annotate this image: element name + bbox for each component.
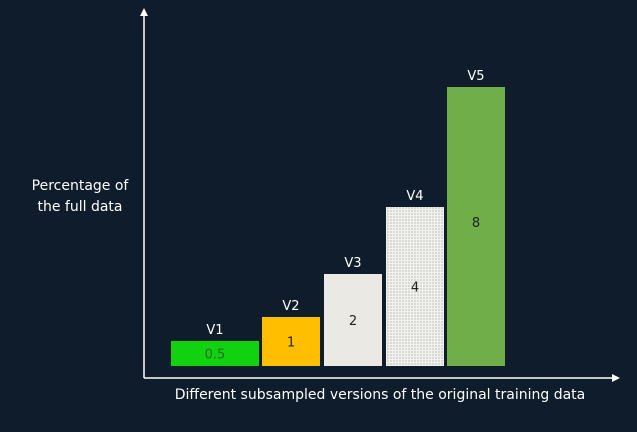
y-axis-arrow-icon [140,8,148,16]
bars: V1 0.5 V2 1 V3 2 V4 4 V5 8 [171,69,505,366]
bar-v1 [171,341,259,366]
value-label-v2: 1 [287,336,295,351]
bar-v4 [386,207,444,366]
value-label-v5: 8 [472,216,480,231]
axes [140,8,620,382]
y-axis-label-line-1: Percentage of [31,178,129,194]
category-label-v4: V4 [406,189,423,204]
category-label-v3: V3 [344,256,361,271]
category-label-v2: V2 [282,299,299,314]
x-axis-label: Different subsampled versions of the ori… [174,387,586,403]
bar-v2 [262,317,320,366]
value-label-v3: 2 [349,314,357,329]
bar-v3 [324,274,382,366]
value-label-v1: 0.5 [205,348,226,363]
bar-v5 [447,87,505,366]
x-axis-arrow-icon [612,374,620,382]
value-label-v4: 4 [411,281,419,296]
category-label-v5: V5 [467,69,484,84]
y-axis-label-line-2: the full data [37,199,123,215]
category-label-v1: V1 [206,323,223,338]
y-axis-label: Percentage of the full data [10,176,150,218]
